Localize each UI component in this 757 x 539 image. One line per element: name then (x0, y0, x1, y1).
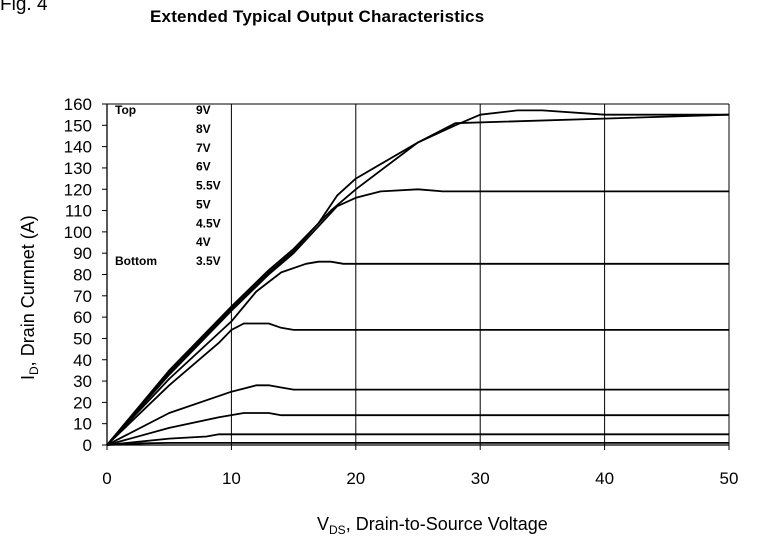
legend-entry: 3.5V (196, 254, 221, 268)
y-axis-title-rest: , Drain Curnnet (A) (18, 215, 38, 366)
y-tick-label: 30 (73, 372, 92, 391)
y-tick-label: 0 (83, 436, 92, 455)
y-tick-label: 60 (73, 308, 92, 327)
y-tick-label: 130 (64, 159, 92, 178)
legend-entry: 9V (196, 103, 211, 117)
curve-7v (106, 188, 729, 446)
legend-entry: 7V (196, 141, 211, 155)
x-axis-title-rest: , Drain-to-Source Voltage (346, 514, 548, 534)
grid (106, 103, 730, 445)
x-axis-title-sub: DS (329, 523, 346, 537)
curve-4v (106, 433, 729, 446)
curve-5v (106, 384, 729, 446)
axes (102, 103, 730, 450)
y-axis-title-main: I (18, 375, 38, 380)
legend-top-label: Top (115, 103, 136, 117)
x-axis-title-main: V (317, 514, 329, 534)
y-tick-label: 20 (73, 393, 92, 412)
y-tick-label: 160 (64, 95, 92, 114)
y-axis-title: ID, Drain Curnnet (A) (18, 215, 41, 380)
x-axis-title: VDS, Drain-to-Source Voltage (317, 514, 548, 537)
legend: Top Bottom 9V 8V 7V 6V 5.5V 5V 4.5V 4V 3.5V (115, 103, 221, 268)
y-tick-label: 140 (64, 138, 92, 157)
curve-5-5v (106, 322, 729, 446)
legend-bottom-label: Bottom (115, 254, 157, 268)
x-tick-label: 40 (595, 469, 614, 488)
legend-entry: 8V (196, 122, 211, 136)
curve-9v (106, 109, 729, 446)
x-tick-label: 50 (720, 469, 739, 488)
y-tick-labels: 0 10 20 30 40 50 60 70 80 90 100 110 120 130 140 150 160 (64, 95, 92, 455)
curve-6v (106, 260, 729, 446)
x-tick-label: 20 (346, 469, 365, 488)
y-tick-label: 100 (64, 223, 92, 242)
x-tick-label: 0 (102, 469, 111, 488)
x-tick-label: 10 (222, 469, 241, 488)
x-tick-label: 30 (471, 469, 490, 488)
x-tick-labels: 0 10 20 30 40 50 (102, 469, 738, 488)
y-tick-label: 50 (73, 329, 92, 348)
y-tick-label: 90 (73, 244, 92, 263)
figure-label: Fig. 4 (0, 0, 48, 15)
legend-entry: 4V (196, 235, 211, 249)
y-axis-title-sub: D (27, 366, 41, 375)
y-tick-label: 40 (73, 351, 92, 370)
y-tick-label: 80 (73, 266, 92, 285)
curve-8v (106, 113, 730, 446)
chart-title: Extended Typical Output Characteristics (150, 7, 485, 26)
curves (106, 109, 730, 446)
legend-entry: 4.5V (196, 216, 221, 230)
y-tick-label: 70 (73, 287, 92, 306)
curve-4-5v (106, 412, 729, 446)
y-tick-label: 110 (65, 202, 92, 221)
y-tick-label: 150 (64, 116, 92, 135)
legend-entry: 6V (196, 160, 211, 174)
curve-3-5v (106, 441, 729, 446)
y-tick-label: 10 (73, 415, 92, 434)
legend-entry: 5V (196, 197, 211, 211)
legend-entry: 5.5V (196, 179, 221, 193)
y-tick-label: 120 (64, 180, 92, 199)
